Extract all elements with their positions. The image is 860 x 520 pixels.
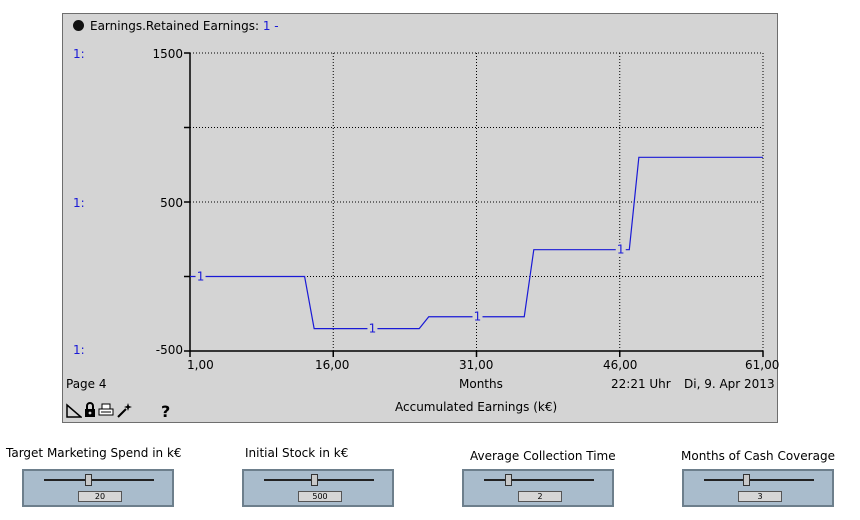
- print-icon[interactable]: [98, 402, 114, 422]
- graph-title-text: Earnings.Retained Earnings:: [90, 19, 263, 33]
- page-label: Page 4: [66, 377, 107, 391]
- slider-value[interactable]: 2: [518, 491, 562, 502]
- x-tick-label: 1,00: [187, 358, 214, 372]
- x-tick-label: 61,00: [745, 358, 780, 372]
- x-tick-label: 31,00: [459, 358, 494, 372]
- slider-label: Target Marketing Spend in k€: [6, 446, 182, 460]
- series-marker-bg: [472, 309, 483, 323]
- series: 1 1 1 1: [190, 156, 763, 336]
- y-axis-tag-top: 1:: [73, 47, 85, 61]
- series-marker: 1: [197, 270, 205, 284]
- series-marker-bg: [195, 269, 206, 283]
- slider-track[interactable]: [44, 479, 154, 481]
- slider-track[interactable]: [264, 479, 374, 481]
- x-tick-label: 46,00: [603, 358, 638, 372]
- page-corner-icon[interactable]: [66, 402, 84, 422]
- graph-pad-icon[interactable]: [73, 20, 84, 31]
- series-tag: 1 -: [262, 19, 279, 33]
- graph-title: Earnings.Retained Earnings: 1 -: [73, 19, 279, 33]
- slider-thumb[interactable]: [310, 474, 318, 486]
- axes: [184, 52, 764, 357]
- slider-track[interactable]: [484, 479, 594, 481]
- months-of-cash-coverage-slider[interactable]: 3: [682, 469, 834, 507]
- time-stamp: 22:21 Uhr: [611, 377, 671, 391]
- series-marker: 1: [369, 322, 377, 336]
- series-marker-bg: [367, 321, 378, 335]
- slider-value[interactable]: 500: [298, 491, 342, 502]
- series-marker-bg: [615, 242, 626, 256]
- y-tick-label: 1500: [152, 47, 183, 61]
- slider-value[interactable]: 3: [738, 491, 782, 502]
- slider-thumb[interactable]: [742, 474, 750, 486]
- magic-wand-icon[interactable]: [116, 402, 132, 422]
- date-stamp: Di, 9. Apr 2013: [684, 377, 775, 391]
- lock-icon[interactable]: [84, 402, 96, 422]
- x-tick-label: 16,00: [315, 358, 350, 372]
- average-collection-time-slider[interactable]: 2: [462, 469, 614, 507]
- graph-caption: Accumulated Earnings (k€): [395, 400, 558, 414]
- help-icon[interactable]: ?: [161, 402, 171, 421]
- grid: [190, 52, 764, 351]
- initial-stock-slider[interactable]: 500: [242, 469, 394, 507]
- series-marker: 1: [617, 243, 625, 257]
- y-tick-label: -500: [155, 343, 183, 357]
- slider-label: Initial Stock in k€: [245, 446, 349, 460]
- slider-thumb[interactable]: [85, 474, 92, 486]
- slider-value[interactable]: 20: [78, 491, 122, 502]
- target-marketing-spend-slider[interactable]: 20: [22, 469, 174, 507]
- graph-toolbar: [66, 402, 134, 422]
- series-marker: 1: [474, 310, 482, 324]
- x-axis-unit: Months: [459, 377, 503, 391]
- slider-label: Average Collection Time: [470, 449, 616, 463]
- y-tick-label: 500: [160, 196, 183, 210]
- y-axis-tag-mid: 1:: [73, 196, 85, 210]
- slider-thumb[interactable]: [505, 474, 513, 486]
- y-axis-tag-bottom: 1:: [73, 343, 85, 357]
- slider-label: Months of Cash Coverage: [681, 449, 835, 463]
- line-chart: 1 1 1 1: [184, 52, 764, 357]
- slider-track[interactable]: [704, 479, 814, 481]
